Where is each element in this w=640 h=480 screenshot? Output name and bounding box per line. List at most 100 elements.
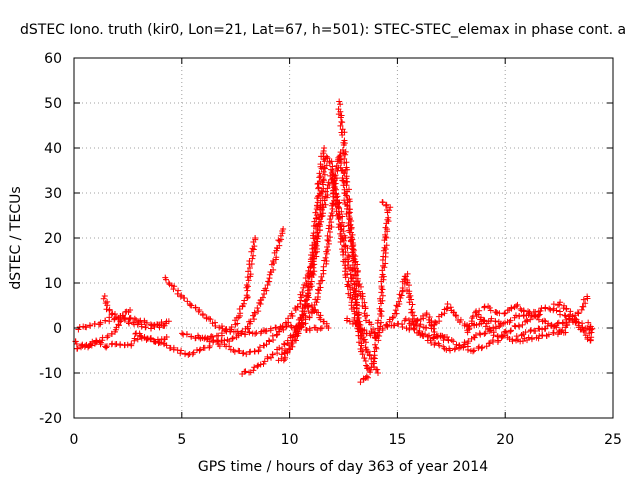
data-point — [408, 309, 415, 316]
data-point — [339, 119, 346, 126]
data-point — [523, 317, 530, 324]
data-point — [127, 314, 134, 321]
data-point — [192, 304, 199, 311]
data-point — [382, 246, 389, 253]
data-point — [261, 358, 268, 365]
data-point — [148, 325, 155, 332]
data-point — [335, 111, 342, 118]
data-point — [183, 331, 190, 338]
data-point — [158, 321, 165, 328]
data-point — [541, 325, 548, 332]
data-point — [201, 335, 208, 342]
data-point — [196, 347, 203, 354]
data-point — [438, 311, 445, 318]
data-point — [557, 311, 564, 318]
tick-marks — [73, 57, 614, 419]
data-point — [363, 373, 370, 380]
data-point — [351, 265, 358, 272]
data-point — [478, 345, 485, 352]
x-tick-label: 15 — [388, 432, 406, 448]
data-point — [269, 332, 276, 339]
data-point — [312, 209, 319, 216]
data-point — [344, 245, 351, 252]
data-point — [427, 337, 434, 344]
data-point — [154, 322, 161, 329]
data-point — [189, 351, 196, 358]
data-point — [345, 282, 352, 289]
data-point — [343, 182, 350, 189]
data-point — [141, 334, 148, 341]
data-point — [342, 274, 349, 281]
data-point — [545, 331, 552, 338]
data-point — [316, 170, 323, 177]
data-point — [206, 343, 213, 349]
data-point — [342, 265, 349, 272]
data-point — [501, 329, 508, 336]
data-point — [569, 316, 576, 323]
data-point — [208, 333, 215, 340]
data-point — [329, 206, 336, 213]
data-point — [340, 248, 347, 255]
data-point — [347, 238, 354, 245]
data-point — [343, 192, 350, 199]
data-point — [296, 324, 303, 331]
data-point — [379, 267, 386, 274]
data-point — [309, 304, 316, 311]
data-point — [288, 310, 295, 317]
data-point — [337, 101, 344, 108]
data-point — [320, 153, 327, 160]
data-point — [497, 322, 504, 329]
data-point — [350, 275, 357, 282]
data-point — [416, 328, 423, 335]
data-point — [306, 327, 313, 334]
data-point — [537, 307, 544, 314]
data-point — [493, 309, 500, 316]
data-point — [419, 312, 426, 319]
data-point — [361, 299, 368, 306]
data-point — [302, 274, 309, 281]
data-point — [317, 173, 324, 180]
data-point — [406, 299, 413, 306]
data-point — [323, 162, 330, 169]
data-point — [367, 332, 374, 339]
data-point — [240, 349, 247, 356]
data-point — [252, 330, 259, 337]
grid — [74, 58, 613, 418]
data-point — [522, 329, 529, 336]
data-point — [307, 268, 314, 275]
data-point — [254, 304, 261, 311]
data-point — [312, 215, 319, 222]
data-point — [362, 339, 369, 346]
series-20 — [401, 310, 450, 341]
data-point — [156, 339, 163, 346]
data-point — [359, 351, 366, 358]
data-point — [561, 312, 568, 319]
data-point — [352, 319, 359, 326]
data-point — [321, 145, 328, 151]
data-point — [527, 316, 534, 323]
x-axis-label: GPS time / hours of day 363 of year 2014 — [198, 459, 488, 475]
data-point — [347, 286, 354, 293]
data-point — [444, 301, 451, 308]
data-point — [255, 347, 262, 354]
data-point — [465, 323, 472, 330]
data-point — [242, 368, 249, 375]
data-point — [447, 347, 454, 354]
data-point — [559, 320, 566, 327]
data-point — [382, 231, 389, 238]
data-point — [265, 337, 272, 344]
data-point — [128, 340, 135, 347]
data-point — [547, 306, 554, 313]
data-point — [243, 292, 250, 299]
data-point — [461, 339, 468, 346]
x-tick-label: 0 — [70, 432, 79, 448]
data-point — [502, 309, 509, 316]
data-point — [325, 238, 332, 245]
data-point — [511, 322, 518, 329]
data-point — [251, 364, 258, 371]
data-point — [381, 264, 388, 271]
data-point — [239, 328, 246, 335]
series-6 — [179, 235, 259, 343]
x-tick-label: 10 — [281, 432, 299, 448]
data-point — [317, 161, 324, 168]
